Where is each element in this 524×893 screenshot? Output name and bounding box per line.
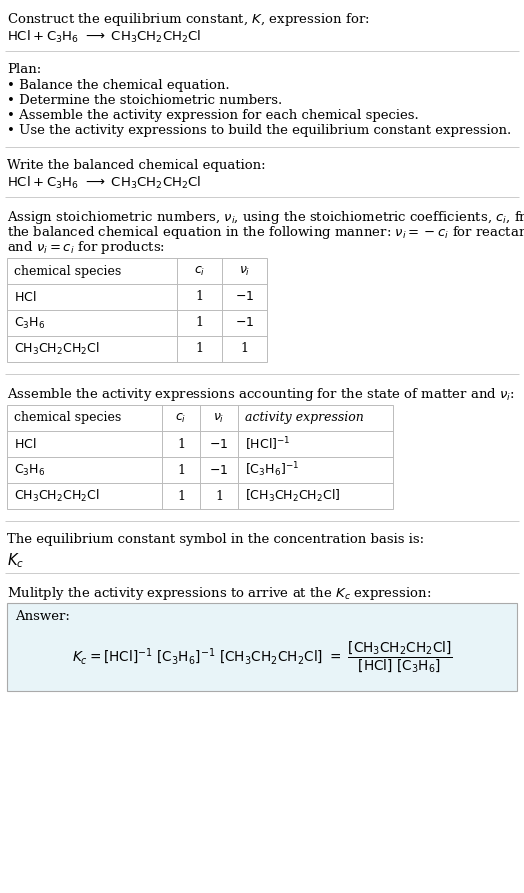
- Text: • Balance the chemical equation.: • Balance the chemical equation.: [7, 79, 230, 92]
- Text: $-1$: $-1$: [210, 438, 228, 450]
- Text: and $\nu_i = c_i$ for products:: and $\nu_i = c_i$ for products:: [7, 239, 165, 256]
- Text: $\mathrm{C_3H_6}$: $\mathrm{C_3H_6}$: [14, 315, 45, 330]
- Text: $\mathrm{HCl}$: $\mathrm{HCl}$: [14, 290, 37, 304]
- Text: Assemble the activity expressions accounting for the state of matter and $\nu_i$: Assemble the activity expressions accoun…: [7, 386, 515, 403]
- Text: 1: 1: [195, 316, 203, 330]
- Text: Assign stoichiometric numbers, $\nu_i$, using the stoichiometric coefficients, $: Assign stoichiometric numbers, $\nu_i$, …: [7, 209, 524, 226]
- Text: Mulitply the activity expressions to arrive at the $K_c$ expression:: Mulitply the activity expressions to arr…: [7, 585, 431, 602]
- Text: • Determine the stoichiometric numbers.: • Determine the stoichiometric numbers.: [7, 94, 282, 107]
- Text: 1: 1: [241, 343, 248, 355]
- Text: $\mathrm{HCl}$: $\mathrm{HCl}$: [14, 437, 37, 451]
- Text: $K_c$: $K_c$: [7, 551, 24, 570]
- Text: $\mathrm{CH_3CH_2CH_2Cl}$: $\mathrm{CH_3CH_2CH_2Cl}$: [14, 341, 100, 357]
- Text: activity expression: activity expression: [245, 412, 364, 424]
- Text: $c_i$: $c_i$: [176, 412, 187, 424]
- Text: $c_i$: $c_i$: [194, 264, 205, 278]
- Text: 1: 1: [177, 489, 185, 503]
- Text: $-1$: $-1$: [210, 463, 228, 477]
- Text: • Use the activity expressions to build the equilibrium constant expression.: • Use the activity expressions to build …: [7, 124, 511, 137]
- Text: $\mathrm{C_3H_6}$: $\mathrm{C_3H_6}$: [14, 463, 45, 478]
- Text: $\nu_i$: $\nu_i$: [239, 264, 250, 278]
- Text: $\mathrm{HCl + C_3H_6\ \longrightarrow\ CH_3CH_2CH_2Cl}$: $\mathrm{HCl + C_3H_6\ \longrightarrow\ …: [7, 175, 201, 191]
- Text: 1: 1: [177, 463, 185, 477]
- Text: $-1$: $-1$: [235, 316, 254, 330]
- Text: $[\mathrm{C_3H_6}]^{-1}$: $[\mathrm{C_3H_6}]^{-1}$: [245, 461, 299, 480]
- Text: 1: 1: [195, 290, 203, 304]
- Bar: [7, 405, 393, 509]
- Text: chemical species: chemical species: [14, 412, 121, 424]
- Text: 1: 1: [195, 343, 203, 355]
- Text: Write the balanced chemical equation:: Write the balanced chemical equation:: [7, 159, 266, 172]
- Text: 1: 1: [215, 489, 223, 503]
- Text: Construct the equilibrium constant, $K$, expression for:: Construct the equilibrium constant, $K$,…: [7, 11, 369, 28]
- Text: Answer:: Answer:: [15, 610, 70, 623]
- Text: • Assemble the activity expression for each chemical species.: • Assemble the activity expression for e…: [7, 109, 419, 122]
- Text: $-1$: $-1$: [235, 290, 254, 304]
- Bar: [7, 258, 267, 362]
- Text: $\nu_i$: $\nu_i$: [213, 412, 225, 424]
- Text: Plan:: Plan:: [7, 63, 41, 76]
- Text: the balanced chemical equation in the following manner: $\nu_i = -c_i$ for react: the balanced chemical equation in the fo…: [7, 224, 524, 241]
- Text: The equilibrium constant symbol in the concentration basis is:: The equilibrium constant symbol in the c…: [7, 533, 424, 546]
- Text: $K_c = [\mathrm{HCl}]^{-1}\ [\mathrm{C_3H_6}]^{-1}\ [\mathrm{CH_3CH_2CH_2Cl}]\ =: $K_c = [\mathrm{HCl}]^{-1}\ [\mathrm{C_3…: [72, 640, 452, 675]
- Text: $[\mathrm{CH_3CH_2CH_2Cl}]$: $[\mathrm{CH_3CH_2CH_2Cl}]$: [245, 488, 341, 504]
- Text: $[\mathrm{HCl}]^{-1}$: $[\mathrm{HCl}]^{-1}$: [245, 435, 290, 453]
- Text: chemical species: chemical species: [14, 264, 121, 278]
- Text: 1: 1: [177, 438, 185, 450]
- Bar: [7, 603, 517, 691]
- Text: $\mathrm{CH_3CH_2CH_2Cl}$: $\mathrm{CH_3CH_2CH_2Cl}$: [14, 488, 100, 504]
- Text: $\mathrm{HCl + C_3H_6\ \longrightarrow\ CH_3CH_2CH_2Cl}$: $\mathrm{HCl + C_3H_6\ \longrightarrow\ …: [7, 29, 201, 46]
